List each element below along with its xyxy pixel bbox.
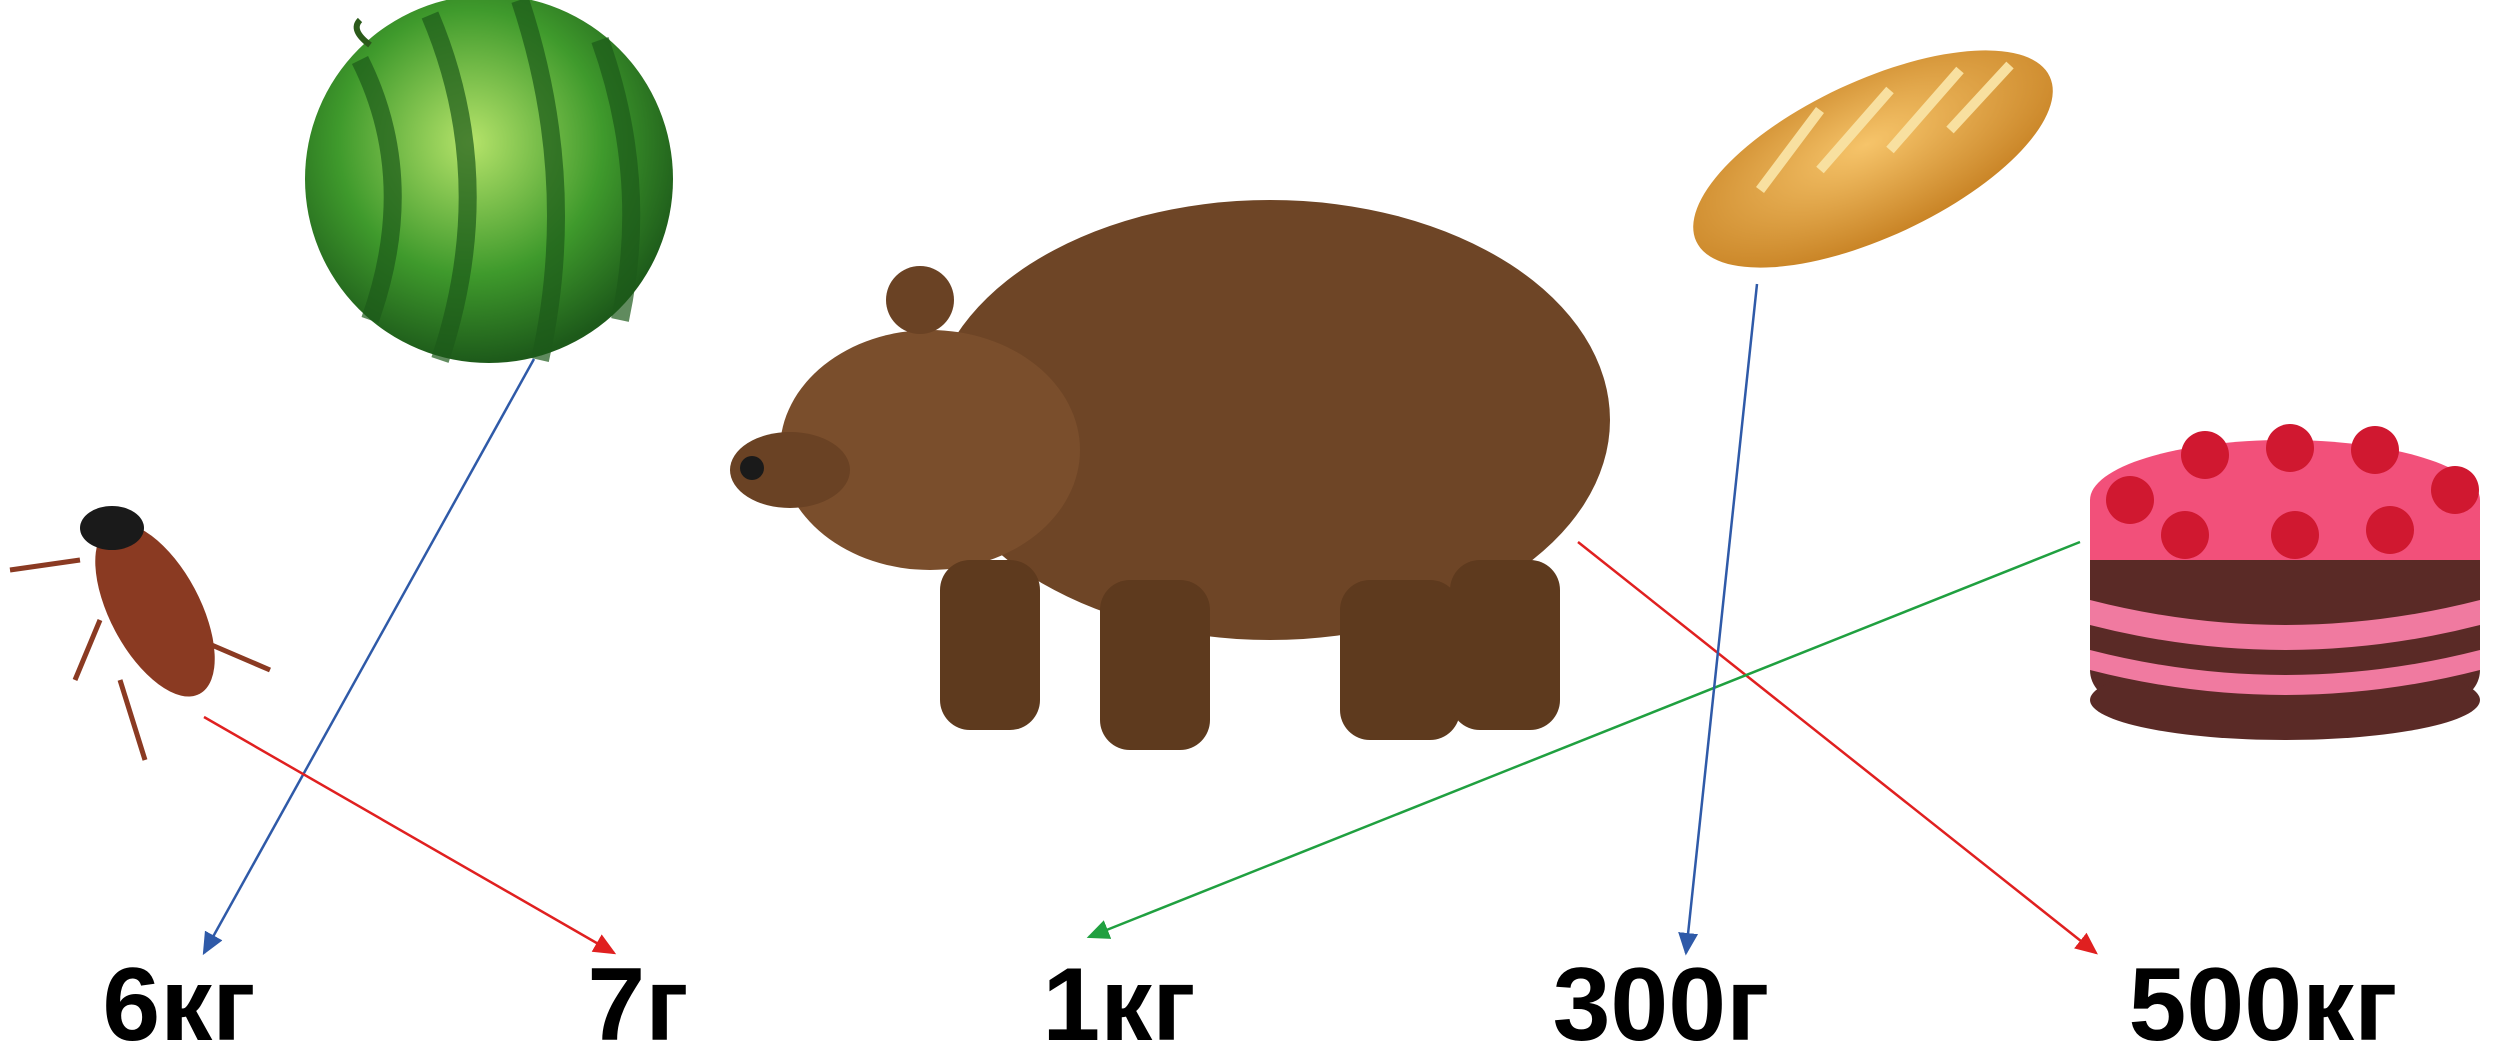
arrow [204, 359, 534, 953]
arrow [1686, 284, 1757, 953]
arrow [204, 717, 614, 953]
diagram: 6кг 7г 1кг 300г 500кг [0, 0, 2499, 1046]
weight-label: 300г [1553, 947, 1770, 1046]
weight-label: 7г [587, 947, 688, 1046]
bread [1663, 6, 2082, 312]
watermelon [305, 0, 673, 363]
cake [2090, 424, 2480, 740]
weight-label: 1кг [1042, 947, 1195, 1046]
weight-label: 500кг [2129, 947, 2398, 1046]
arrow [1578, 542, 2096, 953]
bear [730, 200, 1610, 750]
page: 6кг 7г 1кг 300г 500кг (() => { const dat… [0, 0, 2499, 1046]
weight-label: 6кг [102, 947, 255, 1046]
beetle [10, 505, 270, 760]
